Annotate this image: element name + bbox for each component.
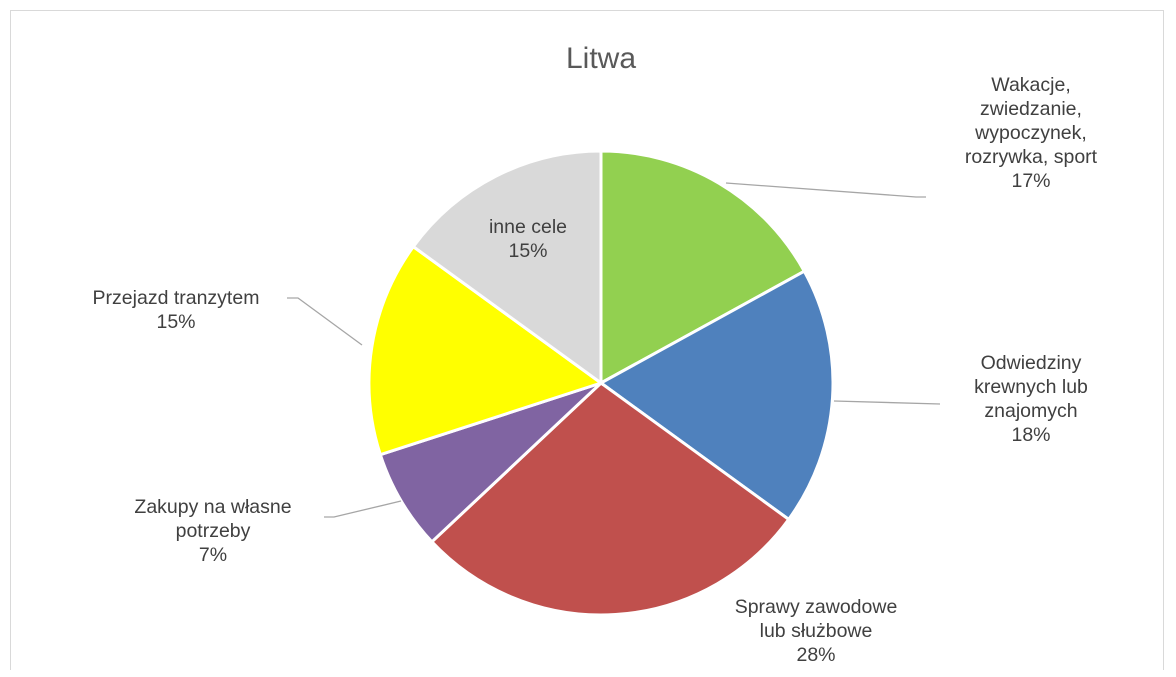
chart-title: Litwa <box>566 42 636 75</box>
data-label-line: Odwiedziny <box>981 352 1082 374</box>
pie-slice-2 <box>598 269 835 522</box>
leader-line-5 <box>287 297 363 346</box>
pie-slice-6 <box>411 149 603 386</box>
data-label-line: krewnych lub <box>974 376 1088 398</box>
data-label-value: 15% <box>156 311 195 333</box>
data-label-1: Wakacje, zwiedzanie, wypoczynek, rozrywka, … <box>965 74 1098 192</box>
data-label-4: Zakupy na własne potrzeby 7% <box>134 496 291 566</box>
data-label-value: 15% <box>508 240 547 262</box>
data-label-line: wypoczynek, <box>974 122 1087 144</box>
leader-line-1 <box>725 182 926 198</box>
data-label-value: 17% <box>1011 170 1050 192</box>
data-label-2: Odwiedziny krewnych lub znajomych 18% <box>974 352 1088 446</box>
data-label-line: Sprawy zawodowe <box>735 596 898 618</box>
data-label-line: Wakacje, <box>991 74 1070 96</box>
data-label-value: 28% <box>796 644 835 666</box>
labels-layer: Wakacje, zwiedzanie, wypoczynek, rozrywka, … <box>93 74 1098 666</box>
data-label-5: Przejazd tranzytem 15% <box>93 287 260 333</box>
pie-slice-3 <box>429 381 791 617</box>
data-label-line: rozrywka, sport <box>965 146 1098 168</box>
data-label-value: 7% <box>199 544 227 566</box>
pie-slice-1 <box>599 149 807 386</box>
data-label-line: znajomych <box>984 400 1077 422</box>
pie-slice-5 <box>367 244 605 457</box>
leader-line-4 <box>324 500 402 518</box>
slices-layer <box>367 149 835 617</box>
chart-frame: Litwa Wakacje, zwiedzanie, wypoczynek, rozr… <box>10 10 1164 670</box>
data-label-line: lub służbowe <box>760 620 873 642</box>
pie-slice-4 <box>378 381 603 544</box>
data-label-3: Sprawy zawodowe lub służbowe 28% <box>735 596 898 666</box>
data-label-line: zwiedzanie, <box>980 98 1082 120</box>
data-label-line: Przejazd tranzytem <box>93 287 260 309</box>
data-label-value: 18% <box>1011 424 1050 446</box>
pie-chart: Litwa Wakacje, zwiedzanie, wypoczynek, rozr… <box>93 42 1098 666</box>
leader-line-2 <box>833 400 941 405</box>
leaders-layer <box>287 182 941 518</box>
data-label-line: inne cele <box>489 216 567 238</box>
data-label-6: inne cele 15% <box>489 216 567 262</box>
data-label-line: potrzeby <box>176 520 251 542</box>
data-label-line: Zakupy na własne <box>134 496 291 518</box>
